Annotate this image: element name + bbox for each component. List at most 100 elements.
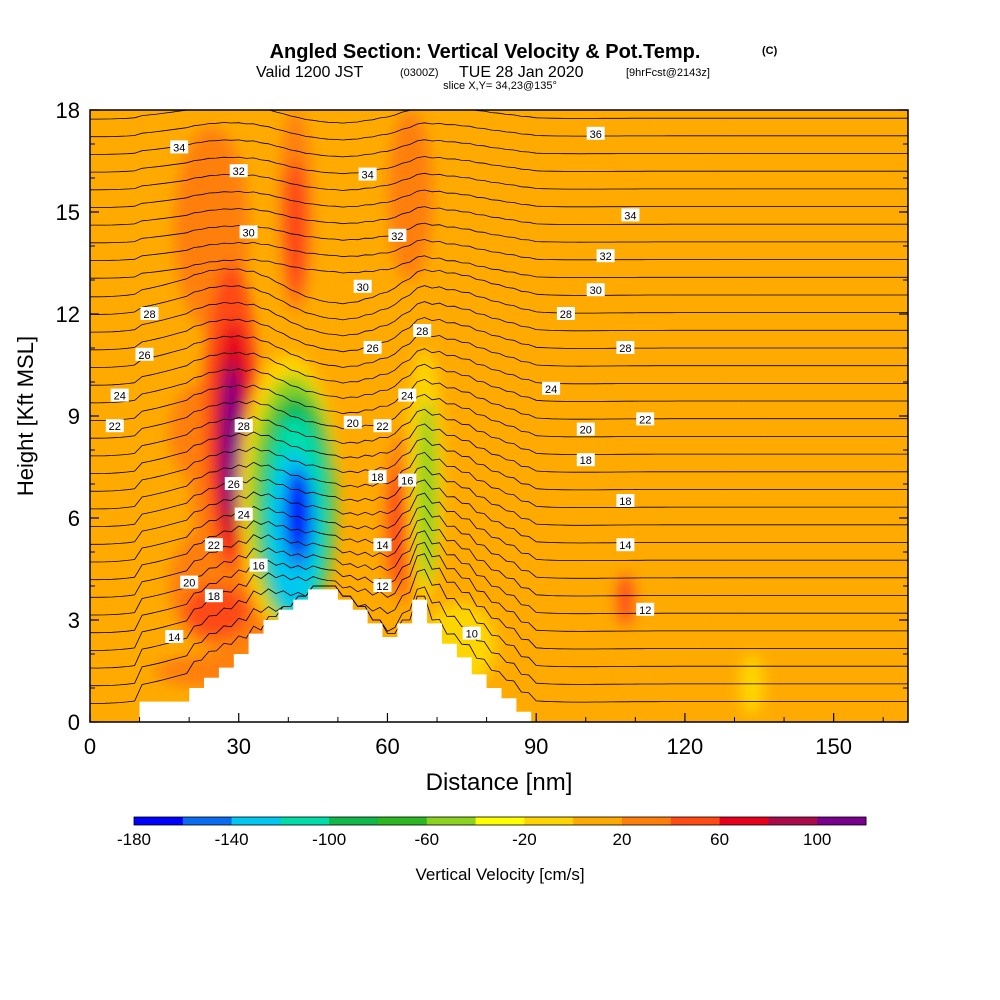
contour-label-box xyxy=(170,140,189,154)
contour-label-box xyxy=(165,630,184,643)
contour-label-text: 10 xyxy=(466,629,478,641)
x-tick-label: 0 xyxy=(84,734,96,759)
colorbar-swatch xyxy=(231,817,281,825)
contour-label-text: 28 xyxy=(143,309,155,321)
contour-label: 20 xyxy=(343,415,362,430)
contour-label-box xyxy=(110,388,129,402)
contour-label-text: 28 xyxy=(416,326,428,338)
contour-label-box xyxy=(373,419,392,433)
contour-label-box xyxy=(363,341,382,354)
contour-label-text: 28 xyxy=(238,421,250,433)
theta-contour-line xyxy=(90,110,908,124)
theta-contour-line xyxy=(90,378,908,421)
contour-label-text: 32 xyxy=(391,231,403,243)
contour-label-text: 20 xyxy=(183,578,195,590)
velocity-cell xyxy=(387,467,408,586)
contour-label-box xyxy=(224,477,243,490)
x-tick-label: 30 xyxy=(226,734,250,759)
y-tick-label: 12 xyxy=(56,302,80,327)
contour-label-text: 28 xyxy=(619,343,631,355)
contour-label-box xyxy=(204,589,223,603)
contour-label-box xyxy=(373,538,392,552)
theta-contour-line xyxy=(90,423,908,474)
colorbar-tick-label: -60 xyxy=(415,830,440,849)
contour-label-box xyxy=(398,388,417,402)
contour-label-text: 20 xyxy=(580,425,592,437)
colorbar-swatch xyxy=(817,817,867,825)
contour-label-box xyxy=(413,324,432,337)
colorbar-tick-label: -100 xyxy=(312,830,346,849)
contour-label: 24 xyxy=(398,388,417,403)
velocity-cell xyxy=(739,654,765,716)
theta-contour-line xyxy=(90,222,908,244)
contour-label-box xyxy=(636,412,655,426)
theta-contour-line xyxy=(90,530,908,616)
colorbar-tick-label: 20 xyxy=(613,830,632,849)
contour-label-box xyxy=(556,307,575,320)
y-tick-label: 0 xyxy=(68,710,80,735)
contour-label: 28 xyxy=(140,307,159,321)
theta-contour-line xyxy=(90,139,908,158)
contour-label-text: 30 xyxy=(590,285,602,297)
colorbar-swatch xyxy=(719,817,769,825)
colorbar-swatch xyxy=(134,817,184,825)
contour-label-text: 18 xyxy=(208,591,220,603)
theta-contour-line xyxy=(90,332,908,368)
contour-label-box xyxy=(462,626,481,640)
colorbar: -180 -140 -100 -60 -20 20 60 100 xyxy=(117,816,867,849)
contour-label: 12 xyxy=(373,579,392,593)
colorbar-swatch xyxy=(768,817,818,825)
contour-label-text: 26 xyxy=(228,479,240,491)
contour-label: 28 xyxy=(413,324,432,338)
contour-label-box xyxy=(358,167,377,181)
theta-contour-line xyxy=(90,408,908,457)
contour-label-box xyxy=(388,228,407,242)
contour-label: 24 xyxy=(110,388,129,403)
contour-label-box xyxy=(636,602,655,616)
velocity-cell xyxy=(565,110,745,314)
x-tick-label: 120 xyxy=(667,734,704,759)
contour-label-text: 30 xyxy=(357,282,369,294)
contour-label-text: 18 xyxy=(619,496,631,508)
x-axis-label: Distance [nm] xyxy=(426,769,573,796)
theta-contour-line xyxy=(90,492,908,563)
contour-label: 14 xyxy=(373,538,392,552)
theta-contour-line xyxy=(90,348,908,386)
contour-label-box xyxy=(596,249,615,263)
colorbar-tick-label: -140 xyxy=(215,830,249,849)
y-tick-label: 9 xyxy=(68,404,80,429)
contour-label-box xyxy=(234,507,253,521)
contour-label-box xyxy=(343,415,362,429)
contour-label: 14 xyxy=(616,538,635,552)
contour-label: 10 xyxy=(462,626,481,641)
x-tick-label: 60 xyxy=(375,734,399,759)
colorbar-swatch xyxy=(182,817,233,825)
contour-label-box xyxy=(234,419,253,433)
contour-label-box xyxy=(398,473,417,487)
contour-label-box xyxy=(140,307,159,320)
theta-contour-line xyxy=(90,451,908,510)
colorbar-swatch xyxy=(670,817,721,825)
contour-label: 34 xyxy=(358,167,377,182)
contour-label-text: 16 xyxy=(401,476,413,488)
contour-label-text: 28 xyxy=(560,309,572,321)
theta-contour-line xyxy=(90,301,908,337)
forecast-tag: [9hrFcst@2143z] xyxy=(626,67,710,79)
theta-contour-line xyxy=(90,285,908,321)
contour-label-text: 24 xyxy=(114,391,126,403)
theta-contour-line xyxy=(90,505,908,581)
contour-label-box xyxy=(105,419,124,433)
contour-label-box xyxy=(180,575,199,589)
theta-contour-line xyxy=(90,393,908,439)
contour-label: 22 xyxy=(373,419,392,433)
theta-contour-line xyxy=(90,172,908,191)
contour-label-text: 22 xyxy=(109,421,121,433)
contour-label: 14 xyxy=(165,630,184,644)
title-block: Angled Section: Vertical Velocity & Pot.… xyxy=(256,41,778,92)
contour-label: 18 xyxy=(204,589,223,603)
colorbar-swatch xyxy=(524,817,574,825)
contour-label-text: 22 xyxy=(376,421,388,433)
velocity-cell xyxy=(90,110,140,399)
colorbar-frame xyxy=(133,816,867,826)
